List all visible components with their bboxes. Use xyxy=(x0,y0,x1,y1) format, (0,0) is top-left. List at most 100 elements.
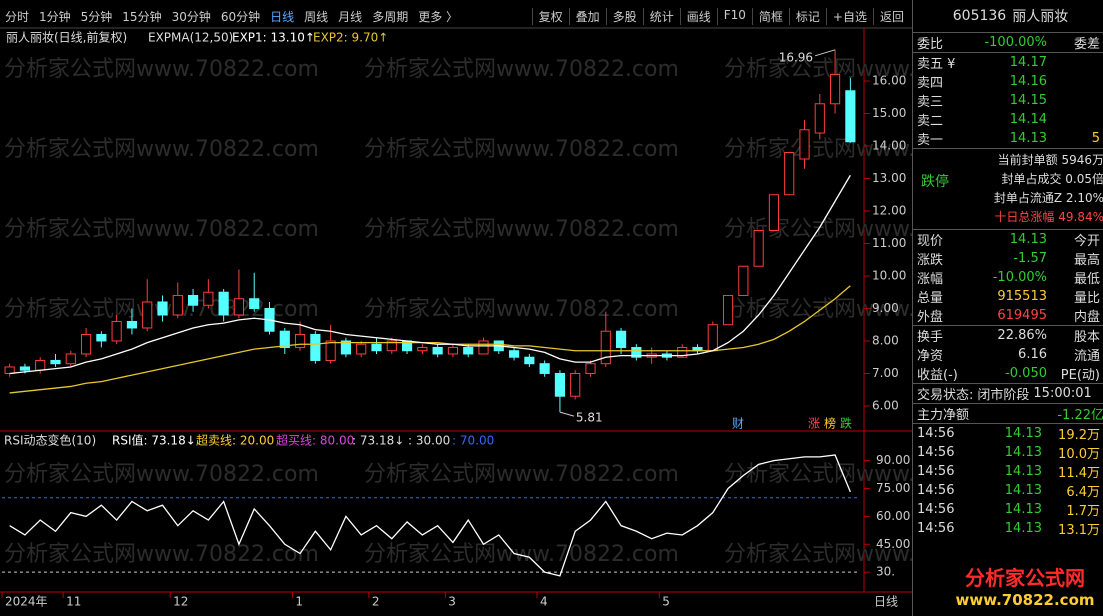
chart-area: 丽人丽妆(日线,前复权) EXPMA(12,50) EXP1: 13.10↑ E… xyxy=(0,27,912,609)
quote-cell: 14.13 xyxy=(1004,483,1042,498)
quote-row: 净资 6.16 流通 xyxy=(913,345,1103,364)
limit-line: 封单占成交 0.05倍 xyxy=(1001,172,1103,186)
quote-cell: 11.4万 xyxy=(1058,466,1100,481)
quote-cell: 13.1万 xyxy=(1058,523,1100,538)
quote-cell: 14.16 xyxy=(1009,74,1047,89)
watermark: 分析家公式网www.70822.com xyxy=(364,217,679,242)
y-tick-label: 30. xyxy=(876,565,895,579)
status-cell: 15:00:01 xyxy=(1033,386,1092,401)
candle-body xyxy=(187,294,199,306)
tool-button[interactable]: 返回 xyxy=(872,7,910,25)
tool-button[interactable]: F10 xyxy=(716,7,752,25)
watermark: 分析家公式网www.70822.com xyxy=(364,297,679,322)
quote-cell: 10.0万 xyxy=(1058,447,1100,462)
x-tick-label: 3 xyxy=(448,595,456,609)
limit-line: 封单占流通Z 2.10% xyxy=(993,191,1103,205)
period-tab[interactable]: 更多 〉 xyxy=(418,9,459,24)
period-tab[interactable]: 分时 xyxy=(5,9,30,24)
tool-button[interactable]: 画线 xyxy=(679,7,717,25)
candle-body xyxy=(203,291,214,306)
quote-row: 14:56 14.13 11.4万 xyxy=(913,462,1103,481)
period-tab[interactable]: 日线 xyxy=(270,9,295,24)
quote-cell: 14.15 xyxy=(1009,93,1047,108)
y-tick-label: 16.00 xyxy=(872,74,906,88)
candle-body xyxy=(279,330,290,348)
quote-row: 卖一 14.13 5 xyxy=(913,129,1103,148)
quote-cell: 14:56 xyxy=(917,464,955,479)
toolbar: 分时 1分钟 5分钟 15分钟 30分钟 60分钟 日线 周线 月线 多周期 更多 〉 复权 叠加 多股统… xyxy=(0,5,910,27)
candle-body xyxy=(600,330,611,365)
limit-box: 跌停 当前封单额 5946万 封单占成交 0.05倍 封单占流通Z 2.10% 十日总涨… xyxy=(913,148,1103,229)
tool-button[interactable]: 简框 xyxy=(751,7,789,25)
event: 跌 xyxy=(840,416,852,431)
y-tick-label: 45.00 xyxy=(876,537,910,551)
rsi-legend: : 73.18↓ xyxy=(352,434,404,448)
tool-button[interactable]: 标记 xyxy=(788,7,826,25)
y-tick-label: 12.00 xyxy=(872,203,906,217)
quote-cell: 14.13 xyxy=(1004,502,1042,517)
period-tab[interactable]: 1分钟 xyxy=(39,9,71,24)
quote-cell: 现价 xyxy=(917,234,944,249)
tool-button[interactable]: 叠加 xyxy=(568,7,606,25)
watermark: 分析家公式网www.70822.com xyxy=(364,57,679,82)
tool-buttons: 复权 叠加 多股 统计 画线 F10 简框 标记 +自选 返回 xyxy=(531,7,910,25)
tool-button[interactable]: 复权 xyxy=(531,7,569,25)
quote-cell: 14.13 xyxy=(1004,521,1042,536)
period-label: 日线 xyxy=(874,595,898,609)
candle-body xyxy=(738,265,749,296)
quote-cell: 14.13 xyxy=(1009,232,1047,247)
y-tick-label: 13.00 xyxy=(872,171,906,185)
quote-cell: 涨跌 xyxy=(917,253,944,268)
y-tick-label: 7.00 xyxy=(872,366,899,380)
tool-button[interactable]: 统计 xyxy=(642,7,680,25)
candle-body xyxy=(35,359,46,371)
candle-body xyxy=(570,372,581,397)
candle-body xyxy=(539,363,550,374)
quote-cell: 卖二 xyxy=(917,114,944,129)
period-tab[interactable]: 30分钟 xyxy=(171,9,211,24)
rsi-legend: : 70.00 xyxy=(452,434,494,448)
candle-body xyxy=(340,340,352,355)
candle-body xyxy=(707,324,718,352)
exp1-line xyxy=(9,174,851,375)
main-title: 丽人丽妆(日线,前复权) xyxy=(6,30,127,45)
event: 涨 xyxy=(808,416,820,431)
y-tick-label: 90.00 xyxy=(876,453,910,467)
period-tab[interactable]: 月线 xyxy=(338,9,363,24)
candle-body xyxy=(524,356,535,365)
quote-cell: -0.050 xyxy=(1005,366,1047,381)
candle-body xyxy=(249,298,260,309)
quote-cell: 14:56 xyxy=(917,502,955,517)
candle-body xyxy=(386,340,397,352)
quote-cell: 收益(-) xyxy=(917,368,958,383)
candle-body xyxy=(96,333,107,342)
main-force-value: -1.22亿 xyxy=(1057,408,1103,423)
stock-header: 605136 丽人丽妆 xyxy=(913,0,1103,32)
tool-button[interactable]: +自选 xyxy=(825,7,873,25)
period-tab[interactable]: 周线 xyxy=(304,9,329,24)
watermark: 分析家公式网www.70822.com xyxy=(724,542,912,567)
logo-name: 分析家公式网 xyxy=(965,566,1085,590)
x-tick-label: 2 xyxy=(372,595,380,609)
quote-cell: 14:56 xyxy=(917,445,955,460)
y-tick-label: 11.00 xyxy=(872,236,906,250)
period-tab[interactable]: 60分钟 xyxy=(220,9,261,24)
candle-body xyxy=(447,346,459,355)
period-tab[interactable]: 5分钟 xyxy=(80,9,113,24)
y-tick-label: 14.00 xyxy=(872,139,906,153)
status-row: 交易状态: 闭市阶段 15:00:01 xyxy=(913,383,1103,403)
logo: 分析家公式网 www.70822.com xyxy=(950,562,1100,612)
watermark: 分析家公式网www.70822.com xyxy=(364,462,679,487)
quote-cell: 14.17 xyxy=(1009,55,1047,70)
tool-button[interactable]: 多股 xyxy=(605,7,643,25)
candle-body xyxy=(508,350,520,358)
exp1-legend: EXP1: 13.10↑ xyxy=(232,31,315,45)
period-tab[interactable]: 15分钟 xyxy=(122,9,162,24)
rsi-legend: 超卖线: 20.00 xyxy=(196,433,274,448)
watermark: 分析家公式网www.70822.com xyxy=(724,137,912,162)
rsi-legend: RSI值: 73.18↓ xyxy=(112,433,196,448)
candle-body xyxy=(829,74,841,105)
period-tab[interactable]: 多周期 xyxy=(372,9,409,24)
quote-cell: 净资 xyxy=(917,349,944,364)
